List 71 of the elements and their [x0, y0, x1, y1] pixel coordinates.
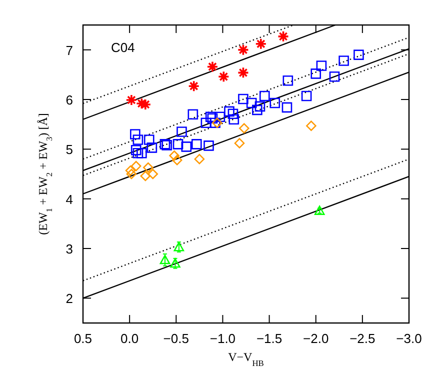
- point: [194, 154, 205, 164]
- point: [301, 90, 312, 102]
- point: [132, 148, 144, 158]
- point: [130, 145, 142, 156]
- point: [306, 120, 316, 131]
- point: [282, 102, 292, 113]
- point: [237, 44, 250, 56]
- point: [143, 162, 154, 173]
- point: [234, 138, 245, 148]
- point: [218, 70, 230, 83]
- point: [259, 90, 270, 102]
- point: [200, 118, 212, 128]
- annotation: C04: [111, 40, 135, 55]
- point: [354, 50, 364, 60]
- point: [126, 94, 138, 106]
- point: [146, 142, 158, 153]
- point: [246, 98, 257, 108]
- x-tick-label: −2.0: [303, 331, 329, 346]
- x-tick-label: 0.5: [74, 331, 92, 346]
- point: [169, 150, 180, 161]
- y-tick-label: 7: [66, 42, 73, 58]
- point: [338, 56, 349, 66]
- point: [228, 114, 240, 125]
- point: [214, 112, 226, 122]
- y-tick-label: 3: [66, 242, 73, 256]
- point: [238, 123, 250, 134]
- point: [132, 134, 144, 145]
- point: [282, 75, 294, 86]
- point: [188, 80, 200, 92]
- y-tick-label: 6: [66, 92, 73, 108]
- point: [172, 154, 182, 166]
- point: [310, 68, 322, 79]
- y-tick-label: 4: [66, 192, 73, 207]
- point: [254, 101, 266, 112]
- point: [130, 129, 140, 140]
- point: [172, 139, 184, 150]
- y-tick-label: 5: [66, 142, 73, 158]
- point: [206, 60, 218, 73]
- point: [148, 168, 158, 180]
- point: [316, 60, 327, 71]
- point: [314, 206, 325, 216]
- point: [160, 254, 170, 264]
- x-axis-title: V−V$_{HB}$: [228, 350, 264, 368]
- point: [176, 126, 187, 137]
- point: [188, 109, 198, 120]
- y-tick-label: 2: [66, 291, 73, 306]
- point: [238, 94, 248, 104]
- point: [191, 139, 202, 150]
- point: [181, 142, 192, 152]
- point: [224, 106, 234, 117]
- point: [329, 72, 340, 82]
- point: [252, 104, 262, 116]
- x-tick-label: −1.0: [210, 331, 236, 346]
- point: [204, 140, 214, 151]
- point: [277, 30, 290, 42]
- x-tick-label: −0.5: [163, 331, 189, 346]
- point: [140, 170, 151, 182]
- point: [130, 160, 142, 172]
- point: [144, 134, 154, 145]
- point: [170, 258, 180, 268]
- x-tick-label: 0.0: [120, 331, 139, 346]
- point: [125, 165, 136, 176]
- point: [228, 108, 238, 120]
- x-tick-label: −3.0: [396, 331, 422, 346]
- point: [126, 168, 137, 180]
- point: [255, 38, 267, 50]
- x-tick-label: −1.5: [256, 331, 282, 346]
- point: [174, 242, 184, 252]
- point: [270, 98, 280, 108]
- point: [237, 66, 250, 79]
- x-tick-label: −2.5: [350, 331, 376, 346]
